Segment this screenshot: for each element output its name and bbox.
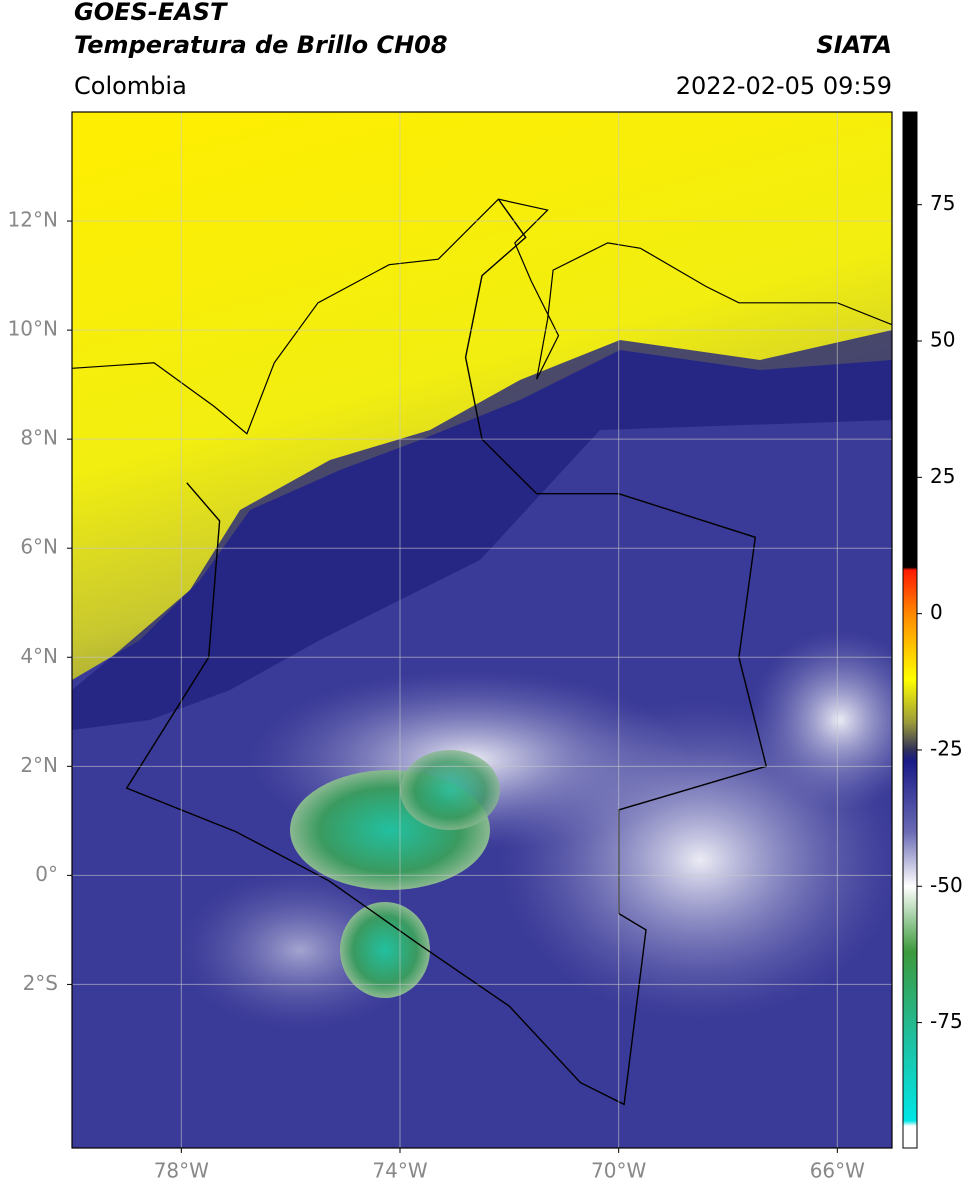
x-tick-label: 70°W xyxy=(591,1159,646,1183)
colorbar-tick-label: -75 xyxy=(930,1009,963,1033)
cloud xyxy=(750,630,892,810)
source: SIATA xyxy=(816,31,892,59)
colorbar xyxy=(902,111,918,1149)
colorbar-tick-label: 0 xyxy=(930,600,943,624)
colorbar-tick-label: 50 xyxy=(930,328,955,352)
x-tick-label: 78°W xyxy=(154,1159,209,1183)
y-tick-label: 2°N xyxy=(20,753,58,777)
convective-core xyxy=(400,750,500,830)
title: GOES-EAST xyxy=(74,0,228,26)
y-tick-label: 4°N xyxy=(20,644,58,668)
y-tick-label: 8°N xyxy=(20,426,58,450)
x-tick-label: 66°W xyxy=(810,1159,865,1183)
colorbar-tick-label: -50 xyxy=(930,873,963,897)
y-tick-label: 12°N xyxy=(8,208,58,232)
cloud xyxy=(180,870,420,1030)
dark-band xyxy=(72,330,892,730)
convective-core xyxy=(340,902,430,998)
coastline xyxy=(72,198,892,435)
colorbar-tick-label: -25 xyxy=(930,736,963,760)
x-tick-label: 74°W xyxy=(372,1159,427,1183)
y-tick-label: 6°N xyxy=(20,535,58,559)
map-frame xyxy=(71,111,893,1149)
map-image xyxy=(72,112,892,1148)
y-tick-label: 10°N xyxy=(8,317,58,341)
subtitle: Temperatura de Brillo CH08 xyxy=(74,31,448,59)
y-tick-label: 0° xyxy=(35,862,58,886)
colorbar-tick-label: 75 xyxy=(930,191,955,215)
warm-region xyxy=(72,112,892,680)
y-tick-label: 2°S xyxy=(23,971,58,995)
region: Colombia xyxy=(74,72,187,100)
colorbar-tick-label: 25 xyxy=(930,464,955,488)
datetime: 2022-02-05 09:59 xyxy=(676,72,892,100)
